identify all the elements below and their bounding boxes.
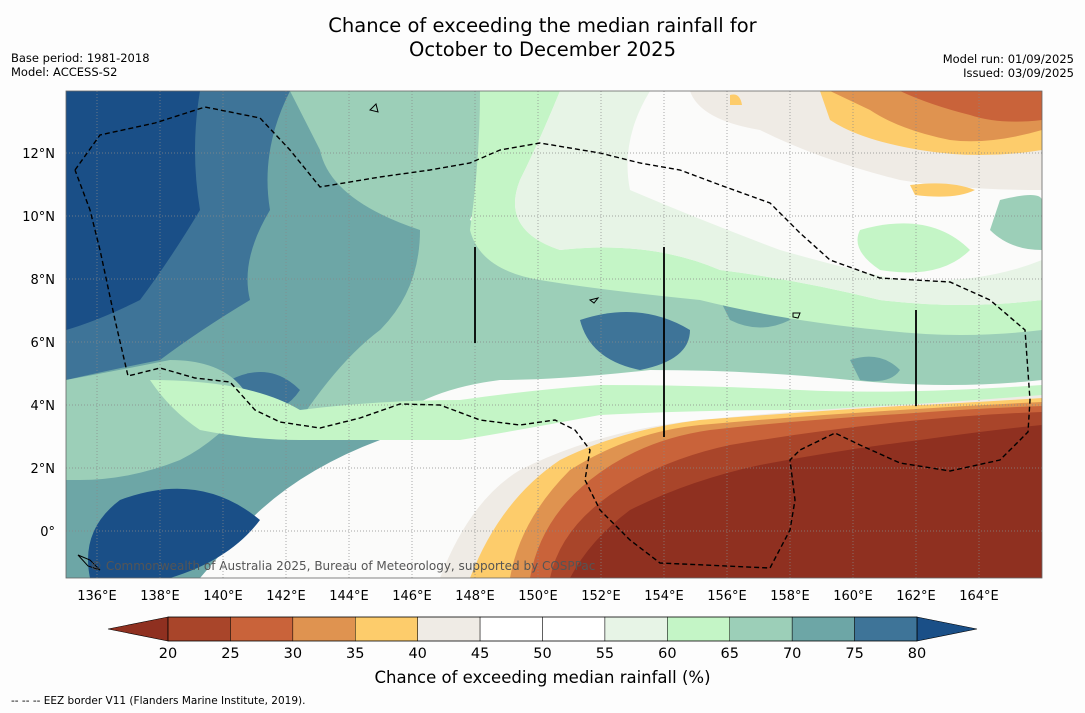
lon-label: 162°E xyxy=(896,589,936,604)
lon-label: 164°E xyxy=(959,589,999,604)
lon-label: 144°E xyxy=(329,589,369,604)
colorbar-tick-label: 20 xyxy=(159,646,177,662)
colorbar-segment xyxy=(292,616,356,642)
lon-label: 140°E xyxy=(203,589,243,604)
footnote: -- -- -- EEZ border V11 (Flanders Marine… xyxy=(11,695,306,707)
colorbar-tick-label: 30 xyxy=(284,646,302,662)
colorbar-segment xyxy=(604,616,668,642)
model-run-date: Model run: 01/09/2025 xyxy=(942,52,1074,66)
colorbar-segment xyxy=(230,616,294,642)
island-markers xyxy=(77,103,801,571)
lon-label: 152°E xyxy=(581,589,621,604)
colorbar-tick-label: 75 xyxy=(845,646,863,662)
colorbar-tick-label: 60 xyxy=(658,646,676,662)
map-frame xyxy=(65,90,1043,579)
colorbar-segment xyxy=(729,616,793,642)
lon-label: 138°E xyxy=(140,589,180,604)
lat-label: 8°N xyxy=(31,273,56,288)
colorbar-tick-label: 35 xyxy=(346,646,364,662)
lon-label: 148°E xyxy=(455,589,495,604)
colorbar-label: Chance of exceeding median rainfall (%) xyxy=(374,668,711,687)
base-period: Base period: 1981-2018 xyxy=(11,51,150,65)
colorbar-segment xyxy=(479,616,543,642)
meta-left: Base period: 1981-2018 Model: ACCESS-S2 xyxy=(11,51,150,79)
colorbar-segment xyxy=(167,616,231,642)
model-name: Model: ACCESS-S2 xyxy=(11,65,118,79)
lon-label: 146°E xyxy=(392,589,432,604)
colorbar-tick-label: 50 xyxy=(533,646,551,662)
colorbar-tick-label: 25 xyxy=(221,646,239,662)
lat-label: 0° xyxy=(40,525,55,540)
lon-label: 160°E xyxy=(833,589,873,604)
colorbar-over-arrow xyxy=(916,616,978,642)
colorbar-segment xyxy=(854,616,918,642)
issued-date: Issued: 03/09/2025 xyxy=(963,66,1074,80)
colorbar-segment xyxy=(355,616,418,642)
map-gridlines xyxy=(66,91,1042,578)
colorbar-tick-label: 65 xyxy=(721,646,739,662)
lon-label: 150°E xyxy=(518,589,558,604)
lat-label: 2°N xyxy=(31,462,56,477)
region-boundary-lines xyxy=(474,247,917,437)
colorbar-tick-label: 40 xyxy=(408,646,426,662)
rainfall-probability-field xyxy=(66,91,1042,578)
colorbar-segment xyxy=(791,616,855,642)
colorbar-tick-label: 70 xyxy=(783,646,801,662)
title-line-2: October to December 2025 xyxy=(409,38,676,61)
colorbar-segment xyxy=(667,616,730,642)
lon-label: 136°E xyxy=(77,589,117,604)
lon-label: 158°E xyxy=(770,589,810,604)
lat-label: 4°N xyxy=(31,399,56,414)
title-line-1: Chance of exceeding the median rainfall … xyxy=(328,14,757,37)
colorbar-tick-label: 45 xyxy=(471,646,489,662)
map-title: Chance of exceeding the median rainfall … xyxy=(0,14,1085,62)
lat-label: 12°N xyxy=(22,147,55,162)
lat-label: 6°N xyxy=(31,336,56,351)
lat-label: 10°N xyxy=(22,210,55,225)
latitude-labels: 12°N 10°N 8°N 6°N 4°N 2°N 0° xyxy=(22,147,55,540)
colorbar-segment xyxy=(542,616,606,642)
colorbar-under-arrow xyxy=(107,616,169,642)
lon-label: 154°E xyxy=(644,589,684,604)
eez-border xyxy=(74,106,1031,569)
colorbar: 20 25 30 35 40 45 50 55 60 65 70 75 80 xyxy=(107,616,978,662)
meta-right: Model run: 01/09/2025 Issued: 03/09/2025 xyxy=(943,52,1074,80)
colorbar-segment xyxy=(417,616,481,642)
colorbar-tick-label: 55 xyxy=(596,646,614,662)
longitude-labels: 136°E 138°E 140°E 142°E 144°E 146°E 148°… xyxy=(77,589,999,604)
lon-label: 142°E xyxy=(266,589,306,604)
lon-label: 156°E xyxy=(707,589,747,604)
colorbar-tick-label: 80 xyxy=(908,646,926,662)
copyright-text: © Commonwealth of Australia 2025, Bureau… xyxy=(90,559,595,573)
